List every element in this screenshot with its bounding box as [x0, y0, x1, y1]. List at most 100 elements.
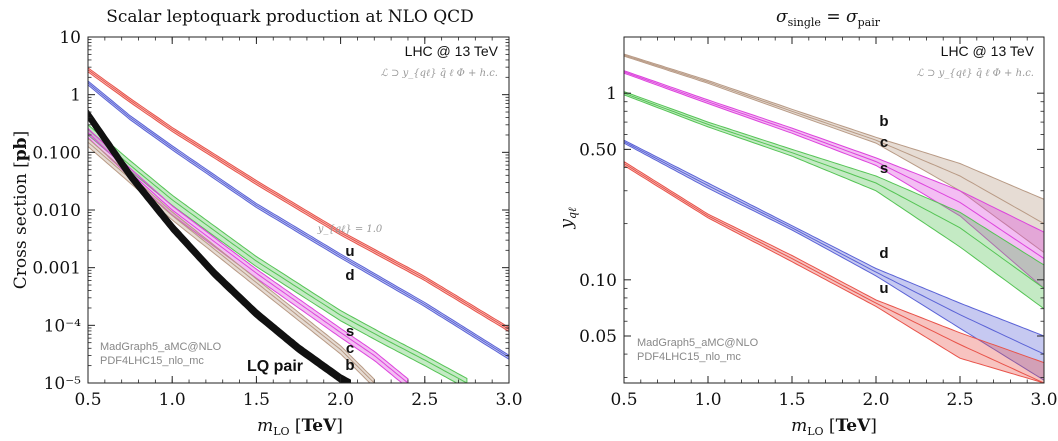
left-label-s: s — [346, 323, 354, 340]
right-credit-line-2: PDF4LHC15_nlo_mc — [637, 351, 741, 363]
right-x-unit-close: ] — [870, 416, 877, 436]
right-y-axis: 0.05 0.10 0.50 1 — [579, 36, 1044, 378]
left-series-labels: ud scb LQ pair — [247, 243, 355, 375]
left-y-axis-title-unit: pb — [11, 137, 31, 161]
left-series-c — [88, 132, 409, 383]
left-x-tick-label: 0.5 — [74, 390, 101, 410]
right-x-axis: 0.5 1.0 1.5 2.0 2.5 3.0 — [610, 37, 1058, 410]
right-x-tick-label: 1.5 — [778, 390, 805, 410]
right-x-axis-title: mLO [TeV] — [791, 416, 877, 438]
left-x-axis: 0.5 1.0 1.5 2.0 2.5 3.0 — [74, 37, 523, 410]
right-chart-panel: σsingle = σpair 0.5 1.0 1.5 2.0 2.5 3.0 0.050… — [557, 7, 1058, 438]
right-label-u: u — [879, 280, 888, 297]
right-x-var: m — [791, 416, 807, 436]
left-x-tick-label: 2.0 — [327, 390, 354, 410]
right-band-u — [624, 161, 1044, 383]
left-x-tick-label: 2.5 — [411, 390, 438, 410]
left-y-tick-label: 0.100 — [32, 143, 81, 163]
right-x-unit-open: [ — [824, 416, 836, 436]
left-y-tick-label: 0.010 — [32, 201, 81, 221]
left-y-axis-title-unit-close: ] — [11, 131, 31, 138]
left-credit-line-1: MadGraph5_aMC@NLO — [100, 341, 222, 353]
left-coupling-label: y_{qℓ} = 1.0 — [317, 224, 383, 235]
left-y-axis-title: Cross section [pb] — [11, 131, 31, 289]
left-lhc-label: LHC @ 13 TeV — [405, 43, 499, 59]
right-band-d — [624, 139, 1044, 381]
right-series-u — [624, 163, 1044, 383]
right-lagrangian-label: ℒ ⊃ y_{qℓ} q̄ ℓ Φ + h.c. — [917, 68, 1034, 79]
right-x-tick-label: 1.0 — [694, 390, 721, 410]
left-clip-group — [88, 67, 509, 383]
left-band-s — [88, 124, 468, 383]
right-title-sub-single: single — [788, 16, 821, 29]
right-y-tick-label: 0.05 — [579, 327, 617, 347]
right-series-labels: bcs d u — [879, 113, 888, 297]
left-chart-title: Scalar leptoquark production at NLO QCD — [106, 7, 474, 27]
left-label-u: u — [345, 243, 354, 260]
left-x-unit-close: ] — [336, 416, 343, 436]
left-lagrangian-label: ℒ ⊃ y_{qℓ} q̄ ℓ Φ + h.c. — [381, 68, 498, 79]
left-label-d: d — [345, 267, 354, 284]
right-band-b — [624, 53, 1044, 254]
left-y-tick-label: 0.001 — [32, 259, 81, 279]
left-label-c: c — [346, 340, 354, 357]
right-series-c — [624, 71, 1044, 260]
left-y-tick-label: 1 — [70, 86, 81, 106]
right-band-c — [624, 70, 1044, 290]
left-y-axis-title-unit-open: [ — [11, 161, 31, 168]
right-y-tick-label: 1 — [606, 84, 617, 104]
left-chart-marks — [88, 67, 509, 383]
left-series-d — [88, 82, 509, 358]
right-title-mid: = σ — [821, 7, 858, 27]
left-x-sub: LO — [273, 425, 289, 438]
right-credit-line-1: MadGraph5_aMC@NLO — [637, 337, 759, 349]
right-x-sub: LO — [807, 425, 823, 438]
left-y-axis-title-text: Cross section — [11, 168, 31, 289]
right-band-s — [624, 91, 1044, 310]
right-label-s: s — [880, 160, 888, 177]
left-band-u — [88, 67, 509, 333]
right-label-b: b — [879, 113, 888, 130]
right-series-d — [624, 141, 1044, 355]
right-y-var: y — [557, 219, 577, 230]
left-credit-line-2: PDF4LHC15_nlo_mc — [100, 355, 204, 367]
left-band-b — [88, 137, 375, 383]
left-y-tick-label: 10⁻⁴ — [44, 316, 82, 336]
left-series-s — [88, 129, 468, 383]
right-x-tick-label: 3.0 — [1030, 390, 1057, 410]
right-y-tick-label: 0.50 — [579, 140, 617, 160]
left-label-lq-pair: LQ pair — [247, 358, 303, 375]
left-x-axis-title: mLO [TeV] — [257, 416, 343, 438]
right-chart-title: σsingle = σpair — [776, 7, 881, 29]
right-title-sub-pair: pair — [858, 16, 881, 29]
left-label-b: b — [345, 357, 354, 374]
right-label-d: d — [879, 245, 888, 262]
left-series-u — [88, 69, 509, 330]
right-plot-frame — [623, 36, 1045, 384]
left-chart-panel: Scalar leptoquark production at NLO QCD … — [11, 7, 523, 438]
left-x-tick-label: 1.5 — [243, 390, 270, 410]
right-clip-group — [624, 53, 1044, 383]
right-y-sub: qℓ — [566, 207, 579, 219]
left-series-lq-pair — [88, 112, 351, 383]
right-y-axis-title: yqℓ — [557, 207, 579, 230]
right-chart-marks — [624, 53, 1044, 383]
right-series-b — [624, 54, 1044, 225]
right-x-unit: TeV — [836, 416, 872, 436]
right-y-tick-label: 0.10 — [579, 271, 617, 291]
left-y-axis: 10⁻⁵ 10⁻⁴ 0.001 0.010 0.100 1 10 — [32, 28, 509, 394]
right-x-tick-label: 2.0 — [862, 390, 889, 410]
left-x-unit: TeV — [302, 416, 338, 436]
left-y-tick-label: 10 — [59, 28, 81, 48]
right-x-tick-label: 0.5 — [610, 390, 637, 410]
left-x-tick-label: 3.0 — [495, 390, 522, 410]
left-y-tick-label: 10⁻⁵ — [44, 374, 82, 394]
left-x-tick-label: 1.0 — [159, 390, 186, 410]
left-x-unit-open: [ — [290, 416, 302, 436]
right-label-c: c — [880, 134, 888, 151]
right-series-s — [624, 92, 1044, 289]
right-lhc-label: LHC @ 13 TeV — [941, 43, 1035, 59]
right-x-tick-label: 2.5 — [946, 390, 973, 410]
right-title-sigma-1: σ — [776, 7, 788, 27]
